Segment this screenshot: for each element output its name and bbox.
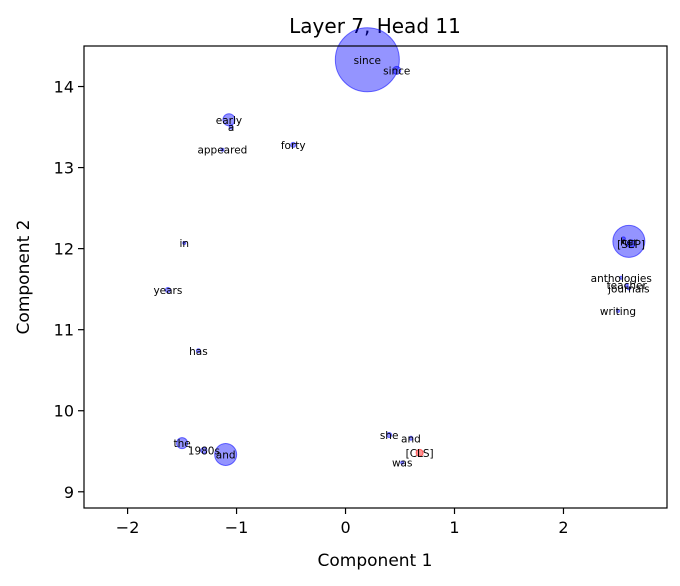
data-point <box>392 65 402 75</box>
data-point <box>624 283 629 288</box>
data-point-label: since <box>383 65 410 77</box>
data-point-label: 1980s <box>188 445 220 457</box>
x-tick-label: 2 <box>558 518 568 537</box>
data-point <box>200 446 208 454</box>
data-point-label: the <box>173 438 190 450</box>
data-point <box>386 432 393 439</box>
data-point <box>400 460 405 465</box>
data-point-label: since <box>354 55 381 67</box>
plot-frame <box>83 45 668 509</box>
data-point <box>220 147 225 152</box>
data-point-label: , <box>622 234 625 246</box>
data-point-label: writing <box>600 306 636 318</box>
data-point-label: and <box>401 433 421 445</box>
data-point <box>164 286 171 293</box>
data-point-label: teacher <box>607 280 648 292</box>
data-point <box>620 236 626 242</box>
data-point-label: forty <box>281 140 306 152</box>
y-tick-label: 12 <box>54 240 74 259</box>
data-point <box>626 286 631 291</box>
data-point <box>626 239 636 249</box>
x-tick-label: −1 <box>225 518 249 537</box>
data-point <box>408 435 414 441</box>
data-point-label: journals <box>607 283 650 295</box>
data-point-label: she <box>380 430 399 442</box>
data-point <box>290 141 297 148</box>
data-point-label: [SEP] <box>617 239 645 251</box>
data-point <box>195 348 201 354</box>
data-point <box>222 113 236 127</box>
data-point-label: a <box>228 122 234 134</box>
data-point <box>615 309 620 314</box>
data-point <box>176 437 189 450</box>
data-point-label: early <box>216 115 242 127</box>
points-layer <box>164 27 646 467</box>
data-point-label: in <box>179 238 189 250</box>
y-axis-label: Component 2 <box>14 220 34 335</box>
data-point <box>415 448 424 457</box>
y-tick-label: 11 <box>54 321 74 340</box>
data-point-label: years <box>153 285 182 297</box>
data-point-label: and <box>216 450 236 462</box>
data-point <box>214 443 238 467</box>
data-point-label: anthologies <box>591 273 652 285</box>
y-tick-label: 10 <box>54 402 74 421</box>
data-point <box>612 224 646 258</box>
data-point <box>619 275 624 280</box>
y-tick-label: 9 <box>64 483 74 502</box>
data-point <box>334 27 400 93</box>
x-axis-label: Component 1 <box>318 551 433 571</box>
x-tick-label: 0 <box>340 518 350 537</box>
y-tick-label: 13 <box>54 159 74 178</box>
data-point-label: [CLS] <box>406 448 434 460</box>
y-tick-label: 14 <box>54 78 74 97</box>
data-point-label: has <box>189 346 208 358</box>
x-tick-label: −2 <box>116 518 140 537</box>
data-point-label: was <box>392 458 413 470</box>
data-point <box>182 240 187 245</box>
data-point-label: her <box>620 236 638 248</box>
chart-title: Layer 7, Head 11 <box>289 14 461 38</box>
data-point <box>228 124 234 130</box>
x-tick-label: 1 <box>449 518 459 537</box>
data-point-label: appeared <box>197 145 247 157</box>
